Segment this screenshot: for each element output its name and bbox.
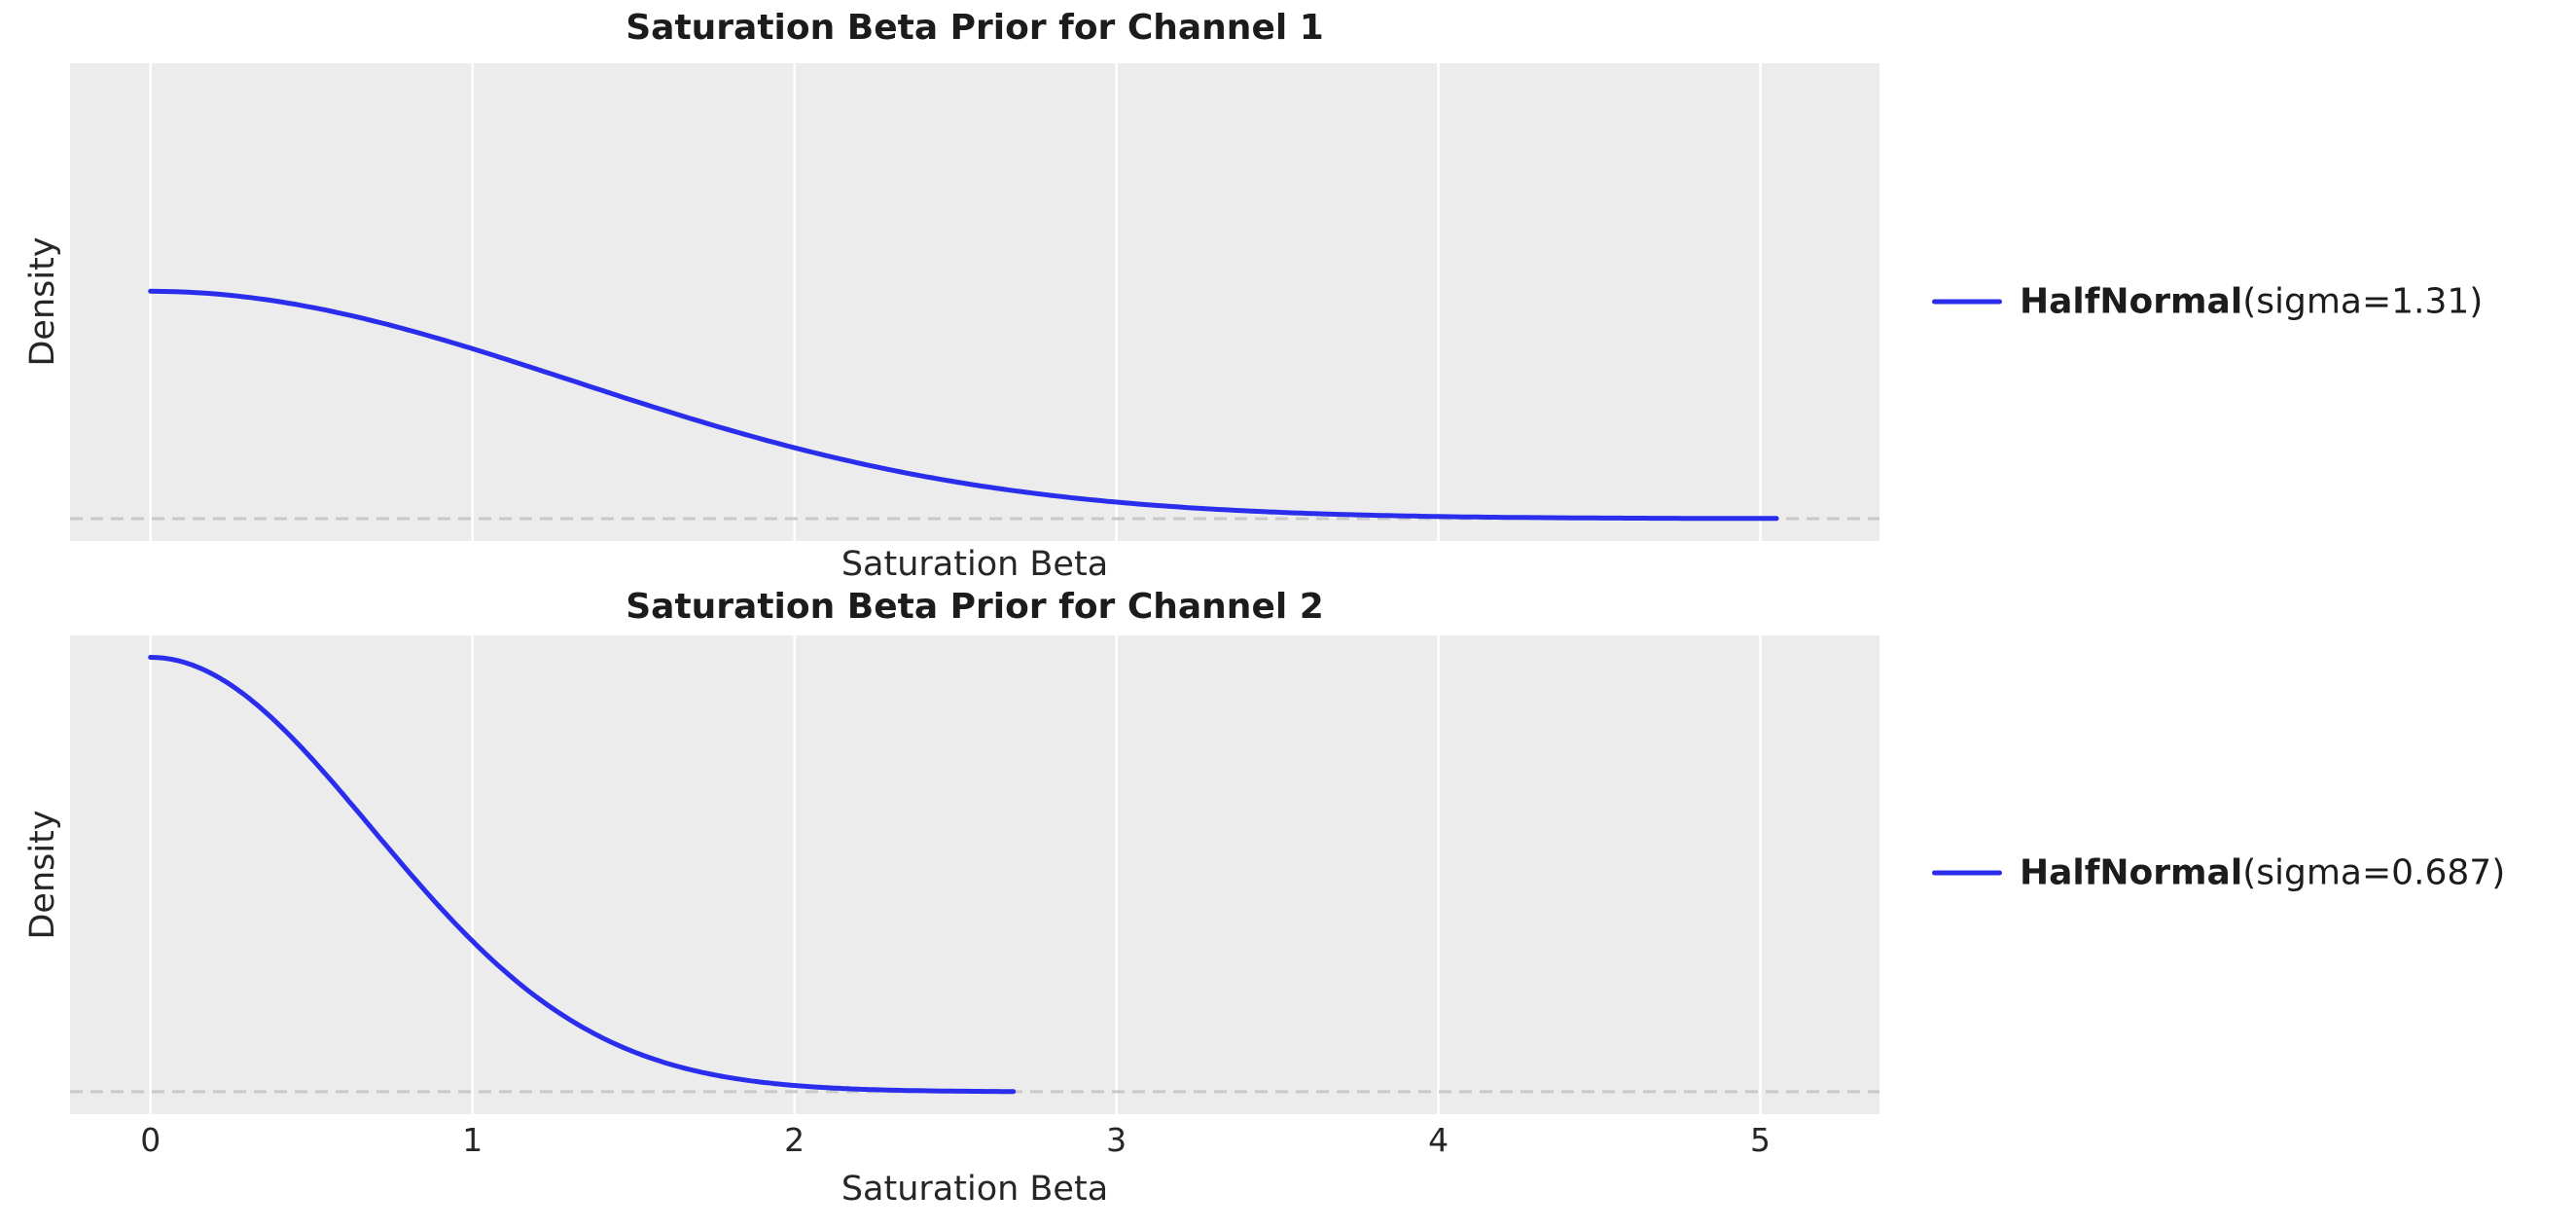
x-axis-label: Saturation Beta — [841, 545, 1109, 584]
legend-distribution-name: HalfNormal — [2020, 852, 2243, 893]
x-tick-label: 4 — [1428, 1121, 1449, 1159]
legend-distribution-name: HalfNormal — [2020, 281, 2243, 322]
legend-label: HalfNormal(sigma=0.687) — [2020, 853, 2505, 893]
x-tick-label: 0 — [140, 1121, 161, 1159]
legend: HalfNormal(sigma=0.687) — [1932, 853, 2505, 893]
legend-distribution-params: (sigma=0.687) — [2242, 852, 2506, 893]
y-axis-label: Density — [23, 236, 62, 367]
plot-area — [70, 635, 1879, 1114]
legend-distribution-params: (sigma=1.31) — [2242, 281, 2484, 322]
legend-line-sample — [1932, 299, 2002, 305]
plot-area — [70, 63, 1879, 541]
chart-title: Saturation Beta Prior for Channel 1 — [626, 8, 1324, 48]
x-tick-label: 1 — [462, 1121, 483, 1159]
legend: HalfNormal(sigma=1.31) — [1932, 282, 2483, 322]
x-tick-label: 5 — [1750, 1121, 1771, 1159]
x-axis-tick-labels: 0 1 2 3 4 5 — [70, 1121, 1879, 1164]
x-tick-label: 2 — [784, 1121, 805, 1159]
y-axis-label: Density — [23, 810, 62, 940]
legend-line-sample — [1932, 870, 2002, 876]
chart-title: Saturation Beta Prior for Channel 2 — [626, 587, 1324, 627]
legend-label: HalfNormal(sigma=1.31) — [2020, 282, 2483, 322]
x-tick-label: 3 — [1106, 1121, 1127, 1159]
x-axis-label: Saturation Beta — [841, 1170, 1109, 1209]
